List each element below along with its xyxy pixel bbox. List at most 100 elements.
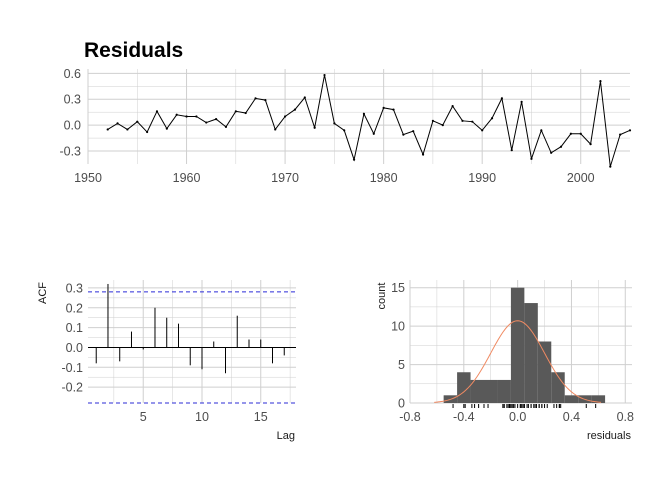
residuals-gridlines xyxy=(87,69,630,164)
residual-point xyxy=(106,128,109,131)
residual-point xyxy=(234,110,237,113)
residual-point xyxy=(293,108,297,111)
histogram-y-tick-labels: 0 5 10 15 xyxy=(391,281,405,410)
histogram-x-tick-label: 0.0 xyxy=(509,410,526,424)
acf-x-tick-labels: 5 10 15 xyxy=(140,410,268,424)
acf-x-tick-label: 5 xyxy=(140,410,147,424)
residual-point xyxy=(579,132,582,135)
residual-point xyxy=(490,117,494,120)
residuals-y-tick-label: 0.0 xyxy=(64,119,81,133)
acf-x-tick-label: 15 xyxy=(254,410,268,424)
residuals-x-tick-label: 1950 xyxy=(74,171,102,185)
residual-point xyxy=(441,124,444,127)
residuals-x-tick-label: 1960 xyxy=(173,171,201,185)
residual-point xyxy=(146,130,149,134)
acf-x-axis-label: Lag xyxy=(277,430,295,442)
residuals-y-tick-label: -0.3 xyxy=(59,145,81,159)
residual-point xyxy=(500,97,503,100)
residual-point xyxy=(481,129,484,132)
residuals-x-tick-label: 1980 xyxy=(370,171,398,185)
residual-point xyxy=(628,129,632,132)
histogram-x-tick-label: -0.8 xyxy=(399,410,421,424)
histogram-y-tick-label: 10 xyxy=(391,320,405,334)
residual-point xyxy=(569,132,572,135)
acf-y-tick-label: 0.2 xyxy=(66,301,83,315)
residual-histogram-panel: 0 5 10 15 -0.8 -0.4 0.0 0.4 0.8 count residuals xyxy=(376,280,634,442)
residuals-series xyxy=(106,73,632,168)
residual-point xyxy=(619,133,622,136)
residuals-time-series-panel: -0.3 0.0 0.3 0.6 1950 1960 1970 1980 1990 2000 xyxy=(59,67,632,185)
normal-density-curve xyxy=(434,320,602,403)
residual-point xyxy=(155,110,159,113)
acf-y-tick-labels: -0.2 -0.1 0.0 0.1 0.2 0.3 xyxy=(61,281,83,394)
residual-point xyxy=(323,73,326,77)
histogram-bars xyxy=(434,287,606,408)
residuals-y-tick-labels: -0.3 0.0 0.3 0.6 xyxy=(59,67,81,159)
residual-point xyxy=(224,125,228,128)
chart-title: Residuals xyxy=(84,39,183,62)
residual-point xyxy=(165,127,168,130)
residual-point xyxy=(530,157,533,160)
histogram-bar xyxy=(484,379,498,404)
residual-point xyxy=(382,106,385,109)
residuals-x-tick-labels: 1950 1960 1970 1980 1990 2000 xyxy=(74,171,595,185)
acf-y-tick-label: 0.3 xyxy=(66,281,83,295)
residual-point xyxy=(402,133,405,136)
residual-point xyxy=(313,126,316,129)
histogram-x-tick-label: -0.4 xyxy=(453,410,475,424)
histogram-y-tick-label: 0 xyxy=(398,397,405,411)
residuals-y-tick-label: 0.3 xyxy=(64,93,81,107)
acf-y-tick-label: 0.0 xyxy=(66,341,83,355)
histogram-y-tick-label: 15 xyxy=(391,281,405,295)
residual-point xyxy=(599,79,602,83)
histogram-x-axis-label: residuals xyxy=(587,430,632,442)
residual-point xyxy=(244,111,247,115)
residual-point xyxy=(254,97,257,100)
histogram-x-tick-labels: -0.8 -0.4 0.0 0.4 0.8 xyxy=(399,410,634,424)
residual-point xyxy=(352,158,356,161)
residual-point xyxy=(303,96,306,99)
acf-y-axis-label: ACF xyxy=(37,282,49,304)
residual-point xyxy=(126,128,129,131)
residual-point xyxy=(550,151,553,154)
histogram-y-tick-label: 5 xyxy=(398,358,405,372)
histogram-bar xyxy=(591,395,606,404)
residual-point xyxy=(264,98,267,102)
residual-point xyxy=(520,100,523,103)
residual-point xyxy=(392,108,395,111)
residuals-line xyxy=(107,74,631,167)
residual-point xyxy=(372,132,375,135)
histogram-x-tick-label: 0.8 xyxy=(617,410,634,424)
residual-point xyxy=(195,115,198,118)
histogram-bar xyxy=(537,341,552,403)
residual-point xyxy=(559,145,563,148)
residual-point xyxy=(116,122,119,125)
histogram-bar xyxy=(524,303,538,404)
histogram-y-axis-label: count xyxy=(376,283,388,310)
acf-x-tick-label: 10 xyxy=(195,410,209,424)
histogram-bar xyxy=(510,287,525,404)
acf-bars xyxy=(88,283,296,404)
residual-point xyxy=(609,165,612,168)
residual-point xyxy=(343,129,346,132)
residual-point xyxy=(283,115,287,118)
acf-gridlines xyxy=(88,280,296,403)
histogram-bar xyxy=(551,372,565,403)
residual-point xyxy=(185,115,188,118)
residual-point xyxy=(274,128,277,131)
residual-point xyxy=(175,113,178,116)
residual-point xyxy=(136,120,139,123)
residual-point xyxy=(333,122,336,125)
residual-point xyxy=(412,130,415,133)
acf-y-tick-label: -0.1 xyxy=(61,361,83,375)
residuals-x-tick-label: 2000 xyxy=(567,171,595,185)
residual-point xyxy=(540,129,543,132)
histogram-x-tick-label: 0.4 xyxy=(563,410,580,424)
residual-point xyxy=(510,149,513,152)
acf-y-tick-label: -0.2 xyxy=(61,381,83,395)
residual-point xyxy=(205,121,208,124)
histogram-bar xyxy=(470,379,484,404)
residual-point xyxy=(461,119,464,122)
histogram-bar xyxy=(497,379,511,404)
